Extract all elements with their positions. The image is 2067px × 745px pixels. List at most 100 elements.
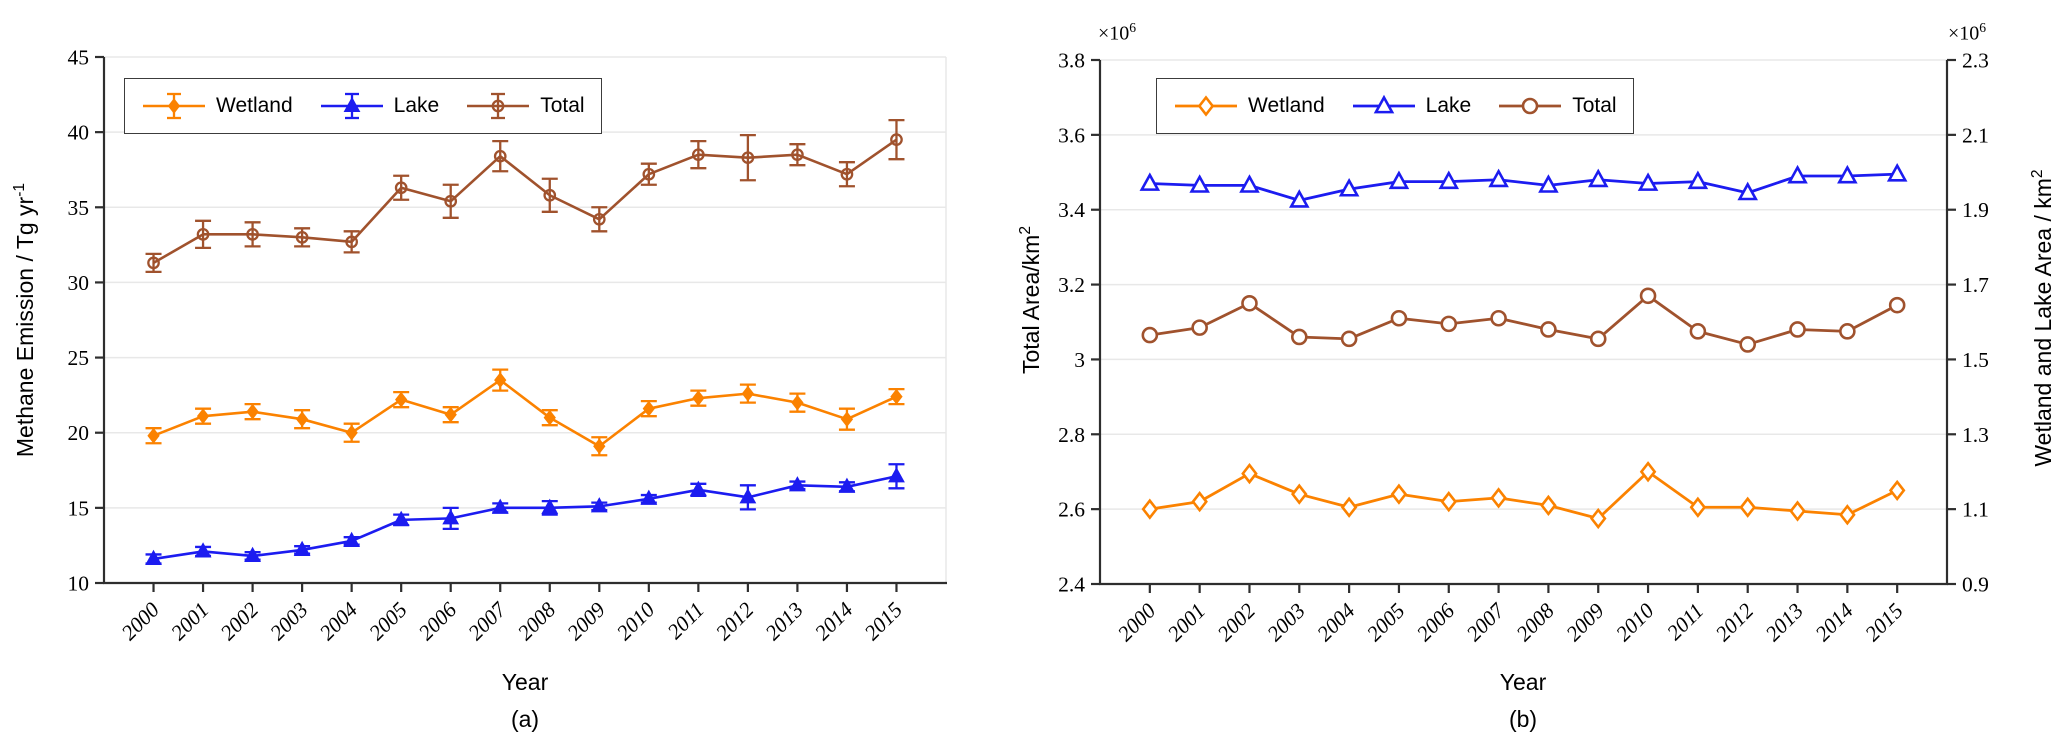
total-legend-glyph xyxy=(1499,97,1562,115)
svg-text:2015: 2015 xyxy=(860,597,908,645)
triangle-marker xyxy=(1587,168,1609,188)
diamond-marker xyxy=(593,438,606,455)
circle-marker xyxy=(1839,323,1856,340)
circle-marker xyxy=(1789,321,1806,338)
triangle-marker xyxy=(1139,172,1161,191)
wetland-legend-glyph xyxy=(1175,95,1237,117)
panel-a-y-axis-label: Methane Emission / Tg yr-1 xyxy=(11,182,38,458)
svg-text:15: 15 xyxy=(68,496,90,520)
circle-marker xyxy=(1589,330,1607,348)
diamond-marker xyxy=(642,400,655,417)
panel-a-x-axis-label: Year xyxy=(501,669,549,695)
circle-marker xyxy=(1739,336,1757,353)
triangle-marker xyxy=(392,510,410,526)
triangle-marker xyxy=(194,542,212,558)
diamond-marker xyxy=(1197,95,1215,117)
triangle-marker xyxy=(1787,164,1808,184)
series-wetland xyxy=(145,368,905,457)
svg-text:2015: 2015 xyxy=(1860,598,1908,646)
triangle-marker xyxy=(1538,174,1559,193)
svg-text:2005: 2005 xyxy=(364,597,412,645)
series-wetland xyxy=(1141,461,1906,530)
diamond-marker xyxy=(543,409,556,426)
gridlines xyxy=(1100,59,1947,585)
triangle-marker xyxy=(1338,177,1360,197)
total-legend-glyph xyxy=(467,92,530,120)
triangle-marker xyxy=(343,531,361,547)
diamond-marker xyxy=(1191,491,1208,513)
diamond-marker xyxy=(1141,498,1159,520)
diamond-marker xyxy=(1440,491,1458,513)
diamond-marker xyxy=(840,411,854,428)
panel-b: 2.4 2.6 2.8 3 3.2 3.4 3.6 3.8 0.9 1.1 1.3 1.5 1.7 1.9… xyxy=(1058,49,1989,646)
error-bars xyxy=(145,463,905,565)
circle-marker xyxy=(1689,323,1707,340)
svg-text:2011: 2011 xyxy=(663,598,709,644)
legend-item-total: Total xyxy=(465,90,585,122)
svg-text:2014: 2014 xyxy=(810,597,858,645)
triangle-marker xyxy=(789,476,806,492)
triangle-marker xyxy=(244,546,261,562)
legend-item-total: Total xyxy=(1497,90,1617,122)
diamond-marker xyxy=(1390,483,1408,505)
svg-text:2007: 2007 xyxy=(463,597,511,645)
axes xyxy=(95,55,947,592)
series-line xyxy=(1149,294,1898,346)
tick-labels: 10 15 20 25 30 35 40 45 2000 2001 2002 2003 2004 2005… xyxy=(68,46,908,645)
svg-text:1.3: 1.3 xyxy=(1962,423,1989,447)
triangle-marker xyxy=(1637,172,1659,191)
circle-marker xyxy=(246,227,259,241)
diamond-marker xyxy=(741,385,755,402)
svg-text:2006: 2006 xyxy=(414,597,462,645)
circle-marker xyxy=(1540,321,1557,338)
svg-text:35: 35 xyxy=(68,196,90,220)
svg-text:10: 10 xyxy=(68,572,90,596)
circle-marker xyxy=(295,230,309,244)
svg-text:2009: 2009 xyxy=(562,597,610,645)
diamond-marker xyxy=(345,424,358,441)
svg-text:3: 3 xyxy=(1074,348,1085,372)
svg-text:2011: 2011 xyxy=(1662,599,1708,645)
legend-label: Total xyxy=(540,94,585,117)
svg-text:3.8: 3.8 xyxy=(1058,49,1085,73)
diamond-marker xyxy=(1639,461,1657,483)
svg-text:2000: 2000 xyxy=(1113,598,1161,646)
svg-text:30: 30 xyxy=(68,271,90,295)
circle-marker xyxy=(1888,296,1906,314)
circle-marker xyxy=(692,148,705,162)
svg-text:2001: 2001 xyxy=(1163,599,1210,646)
legend-label: Total xyxy=(1572,94,1617,117)
triangle-marker xyxy=(1837,164,1858,184)
circle-marker xyxy=(1639,287,1657,305)
circle-marker xyxy=(196,227,210,241)
svg-text:2008: 2008 xyxy=(1512,598,1560,646)
circle-marker xyxy=(1290,328,1308,346)
svg-text:2007: 2007 xyxy=(1462,598,1510,646)
legend-item-wetland: Wetland xyxy=(141,90,293,122)
circle-marker xyxy=(1521,97,1539,115)
triangle-marker xyxy=(293,540,311,556)
series-line xyxy=(1149,470,1898,520)
panel-b-legend: Wetland Lake Total xyxy=(1156,78,1634,134)
svg-text:1.9: 1.9 xyxy=(1962,198,1989,222)
triangle-marker xyxy=(1488,168,1509,188)
triangle-marker xyxy=(541,498,559,514)
svg-text:2000: 2000 xyxy=(117,597,165,645)
circle-marker xyxy=(592,212,606,226)
triangle-marker xyxy=(689,480,707,496)
legend-label: Wetland xyxy=(1248,94,1325,117)
legend-item-lake: Lake xyxy=(319,90,440,122)
triangle-marker xyxy=(1373,94,1394,114)
legend-label: Lake xyxy=(393,94,440,117)
svg-text:3.4: 3.4 xyxy=(1058,198,1085,222)
svg-text:2014: 2014 xyxy=(1811,598,1859,646)
svg-text:40: 40 xyxy=(68,121,90,145)
panel-b-x-axis-label: Year xyxy=(1499,669,1547,695)
triangle-marker xyxy=(1687,170,1709,190)
triangle-marker xyxy=(640,489,658,505)
svg-text:2.4: 2.4 xyxy=(1058,573,1085,597)
svg-text:2012: 2012 xyxy=(1711,598,1759,646)
svg-text:2.8: 2.8 xyxy=(1058,423,1085,447)
